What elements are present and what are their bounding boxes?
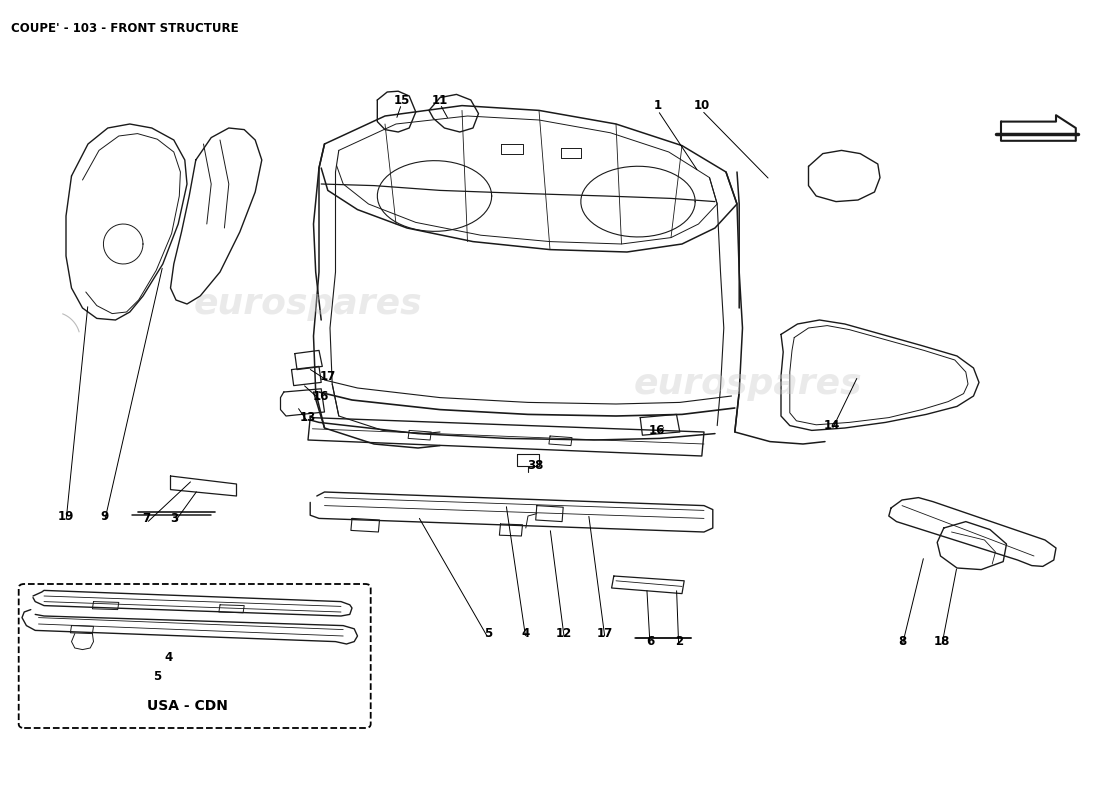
Text: 3: 3 xyxy=(169,512,178,525)
Text: 5: 5 xyxy=(153,670,162,682)
Text: 19: 19 xyxy=(58,510,74,522)
Text: 16: 16 xyxy=(314,390,329,402)
Text: 16: 16 xyxy=(649,424,664,437)
Text: 1: 1 xyxy=(653,99,662,112)
Text: COUPE' - 103 - FRONT STRUCTURE: COUPE' - 103 - FRONT STRUCTURE xyxy=(11,22,239,35)
Text: 9: 9 xyxy=(100,510,109,522)
Text: 13: 13 xyxy=(300,411,316,424)
Text: 4: 4 xyxy=(521,627,530,640)
Text: USA - CDN: USA - CDN xyxy=(146,698,228,713)
Text: 4: 4 xyxy=(164,651,173,664)
Text: 10: 10 xyxy=(694,99,710,112)
Text: 15: 15 xyxy=(394,94,409,106)
Text: 7: 7 xyxy=(142,512,151,525)
Text: eurospares: eurospares xyxy=(634,367,862,401)
Text: 8: 8 xyxy=(898,635,906,648)
Text: 5: 5 xyxy=(484,627,493,640)
Text: 6: 6 xyxy=(646,635,654,648)
Text: 12: 12 xyxy=(557,627,572,640)
Text: 17: 17 xyxy=(320,370,336,382)
Text: 18: 18 xyxy=(934,635,949,648)
Text: 2: 2 xyxy=(674,635,683,648)
Text: 11: 11 xyxy=(432,94,448,106)
Text: 38: 38 xyxy=(528,459,543,472)
Text: eurospares: eurospares xyxy=(194,287,422,321)
Text: 14: 14 xyxy=(824,419,839,432)
Text: 17: 17 xyxy=(597,627,613,640)
